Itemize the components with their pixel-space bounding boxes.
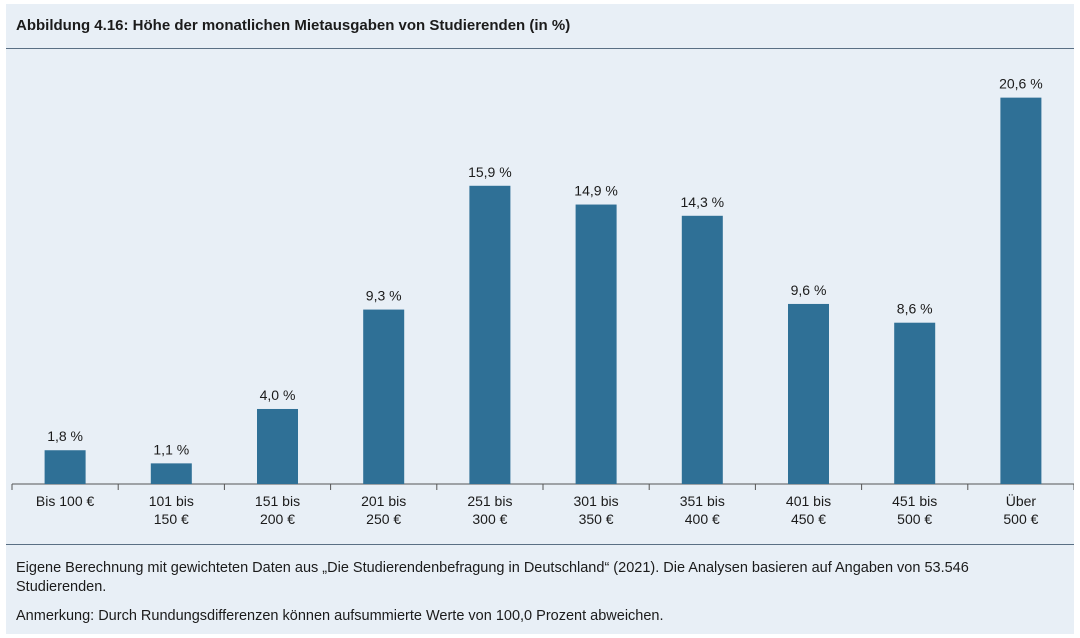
chart-figure: Abbildung 4.16: Höhe der monatlichen Mie… bbox=[6, 4, 1074, 634]
x-tick-label: 201 bis bbox=[361, 493, 406, 509]
data-label: 9,6 % bbox=[791, 282, 827, 298]
x-tick-label: 350 € bbox=[579, 511, 614, 527]
remark-note: Anmerkung: Durch Rundungsdifferenzen kön… bbox=[16, 608, 664, 624]
x-tick-label: 451 bis bbox=[892, 493, 937, 509]
x-tick-label: 450 € bbox=[791, 511, 826, 527]
x-tick-label: 101 bis bbox=[149, 493, 194, 509]
data-label: 1,1 % bbox=[153, 441, 189, 457]
x-tick-label: 300 € bbox=[472, 511, 507, 527]
bar bbox=[257, 408, 298, 484]
x-tick-label: 150 € bbox=[154, 511, 189, 527]
x-tick-label: 401 bis bbox=[786, 493, 831, 509]
data-label: 15,9 % bbox=[468, 164, 512, 180]
x-tick-label: 500 € bbox=[1003, 511, 1038, 527]
source-note: Eigene Berechnung mit gewichteten Daten … bbox=[16, 560, 969, 595]
bar bbox=[894, 322, 936, 484]
data-label: 1,8 % bbox=[47, 428, 83, 444]
bar bbox=[44, 450, 86, 484]
x-tick-label: 151 bis bbox=[255, 493, 300, 509]
data-label: 8,6 % bbox=[897, 301, 933, 317]
chart-title: Abbildung 4.16: Höhe der monatlichen Mie… bbox=[16, 17, 571, 34]
bar bbox=[150, 463, 192, 484]
chart-footer: Eigene Berechnung mit gewichteten Daten … bbox=[6, 544, 1074, 635]
bar-chart: 1,8 % Bis 100 € 1,1 % 101 bis 150 € 4,0 % 151 … bbox=[11, 76, 1074, 527]
x-tick-label: 351 bis bbox=[680, 493, 725, 509]
x-tick-label: 400 € bbox=[685, 511, 720, 527]
chart-area: 1,8 % Bis 100 € 1,1 % 101 bis 150 € 4,0 % 151 … bbox=[6, 50, 1074, 542]
x-tick-label: Bis 100 € bbox=[36, 493, 95, 509]
data-label: 9,3 % bbox=[366, 288, 402, 304]
bar bbox=[681, 215, 723, 484]
bar bbox=[1000, 97, 1042, 484]
title-bar: Abbildung 4.16: Höhe der monatlichen Mie… bbox=[6, 4, 1074, 49]
data-label: 14,3 % bbox=[681, 194, 725, 210]
data-label: 4,0 % bbox=[260, 387, 296, 403]
data-label: 20,6 % bbox=[999, 76, 1043, 92]
data-label: 14,9 % bbox=[574, 183, 618, 199]
bar bbox=[575, 204, 617, 484]
bar bbox=[788, 303, 829, 484]
x-tick-label: 301 bis bbox=[574, 493, 619, 509]
x-tick-label: 251 bis bbox=[467, 493, 512, 509]
bar bbox=[363, 309, 405, 484]
x-tick-label: 500 € bbox=[897, 511, 932, 527]
x-tick-label: Über bbox=[1006, 492, 1037, 509]
bar bbox=[469, 185, 511, 484]
x-tick-label: 250 € bbox=[366, 511, 401, 527]
x-tick-label: 200 € bbox=[260, 511, 295, 527]
